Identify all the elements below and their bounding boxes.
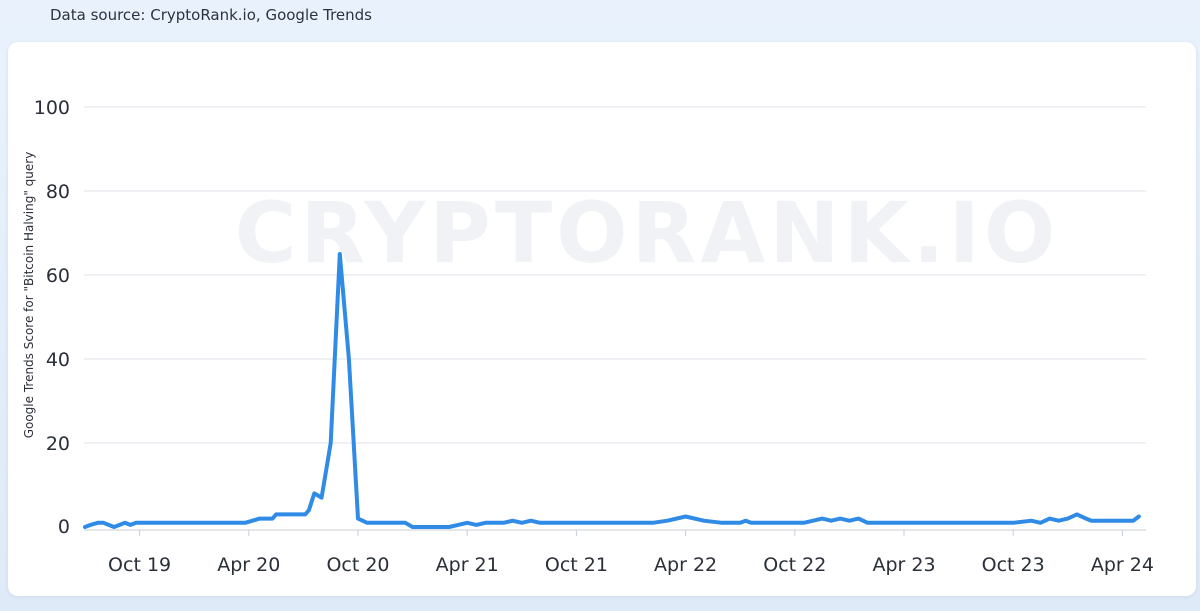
y-tick-label: 40: [46, 349, 70, 371]
y-tick-label: 100: [34, 97, 70, 119]
watermark: CRYPTORANK.IO: [235, 184, 1060, 282]
x-tick-label: Oct 23: [982, 554, 1045, 576]
x-tick-label: Oct 19: [108, 554, 171, 576]
x-tick-label: Apr 22: [654, 554, 717, 576]
series-line: [83, 252, 1141, 529]
chart-card: [8, 42, 1196, 596]
y-axis-ticks: 0 20 40 60 80 100: [34, 97, 70, 538]
y-tick-label: 0: [58, 516, 70, 538]
x-tick-label: Oct 20: [326, 554, 389, 576]
x-tick-label: Apr 20: [217, 554, 280, 576]
x-tick-label: Oct 21: [545, 554, 608, 576]
y-tick-label: 80: [46, 181, 70, 203]
x-tick-label: Apr 24: [1091, 554, 1154, 576]
x-tick-label: Apr 21: [436, 554, 499, 576]
y-tick-label: 60: [46, 265, 70, 287]
x-tick-label: Apr 23: [872, 554, 935, 576]
y-axis-label: Google Trends Score for "Bitcoin Halving…: [22, 152, 36, 439]
y-tick-label: 20: [46, 433, 70, 455]
data-source-note: Data source: CryptoRank.io, Google Trend…: [50, 6, 372, 24]
gridlines: [84, 106, 1146, 531]
x-axis-ticks: Oct 19 Apr 20 Oct 20 Apr 21 Oct 21 Apr 22 Oct …: [108, 530, 1154, 576]
x-tick-label: Oct 22: [763, 554, 826, 576]
